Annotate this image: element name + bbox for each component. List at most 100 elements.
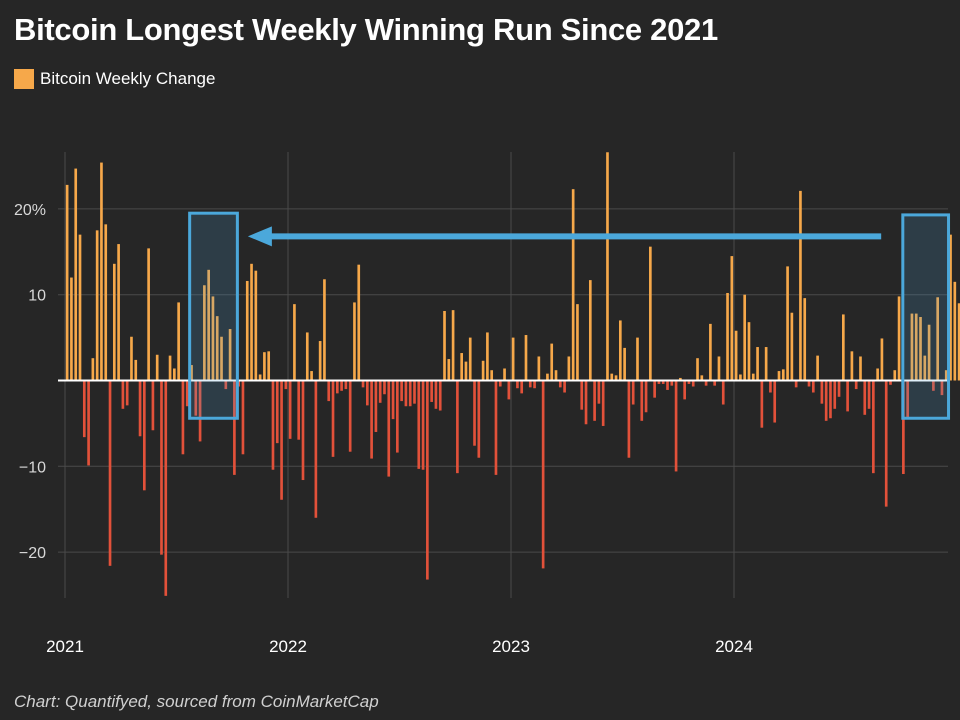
bar: [155, 354, 159, 381]
legend-swatch: [14, 69, 34, 89]
bar: [160, 380, 163, 555]
bar: [627, 380, 631, 458]
bar: [143, 380, 146, 491]
bar: [447, 359, 451, 381]
bar: [70, 277, 73, 381]
bar: [790, 312, 794, 381]
bar: [588, 280, 592, 381]
bar: [781, 369, 785, 381]
bar: [181, 380, 185, 455]
bar: [271, 380, 275, 470]
bar: [228, 329, 232, 381]
bar: [305, 332, 309, 381]
bar: [786, 266, 789, 381]
bar: [426, 380, 429, 580]
bar: [863, 380, 867, 415]
bar: [932, 380, 935, 391]
bar: [108, 380, 112, 566]
bar: [340, 380, 343, 391]
bar: [631, 380, 635, 405]
bar: [344, 380, 348, 390]
bar: [91, 358, 95, 381]
bar: [537, 356, 541, 381]
bar: [396, 380, 399, 453]
bar: [464, 361, 468, 381]
bar: [357, 264, 361, 381]
bar: [417, 380, 421, 469]
bar: [477, 380, 481, 458]
bar: [597, 380, 601, 404]
bar: [649, 246, 652, 381]
bar: [859, 356, 862, 381]
bar: [335, 380, 339, 394]
bar: [884, 380, 888, 507]
bar: [576, 304, 579, 381]
bar: [297, 380, 301, 440]
bar: [438, 380, 442, 411]
bar: [623, 347, 626, 381]
bar: [709, 323, 712, 381]
bar: [233, 380, 236, 475]
bar: [258, 374, 262, 381]
bar: [524, 335, 528, 381]
bar: [220, 336, 223, 381]
bar: [571, 189, 575, 381]
bar: [872, 380, 875, 474]
bar: [443, 311, 446, 381]
bar: [850, 351, 854, 381]
bar: [614, 375, 618, 381]
bar: [739, 374, 742, 381]
bar: [726, 292, 729, 381]
legend: Bitcoin Weekly Change: [14, 69, 215, 89]
bar: [661, 380, 665, 384]
bar: [434, 380, 438, 409]
bar: [674, 380, 678, 472]
bar: [923, 355, 927, 381]
bar: [927, 324, 931, 381]
bar: [730, 256, 734, 381]
bar: [293, 304, 296, 381]
bar: [829, 380, 832, 419]
bar: [82, 380, 86, 438]
bar: [580, 380, 584, 410]
bar: [764, 347, 768, 381]
bar: [773, 380, 777, 423]
bar: [940, 380, 944, 396]
annotations: [188, 211, 951, 420]
bar: [490, 370, 494, 381]
bar: [404, 380, 408, 407]
bar: [528, 380, 532, 388]
bar: [370, 380, 373, 459]
bar: [636, 337, 639, 381]
y-tick-label: 20%: [14, 202, 46, 219]
bar: [430, 380, 433, 402]
bar: [777, 371, 781, 381]
bar: [456, 380, 459, 474]
bar: [644, 380, 648, 413]
bar: [854, 380, 858, 390]
bar: [816, 355, 819, 381]
bar: [331, 380, 335, 457]
bar: [906, 380, 909, 418]
bar: [323, 279, 326, 381]
bar: [657, 380, 661, 384]
highlight-box: [188, 211, 239, 420]
bar: [541, 380, 545, 569]
bar: [74, 168, 78, 381]
bar: [267, 351, 271, 381]
x-tick-label: 2021: [46, 637, 84, 656]
bar: [104, 224, 108, 381]
bar: [949, 234, 952, 381]
bar: [794, 380, 798, 388]
bar: [769, 380, 772, 393]
bar: [280, 380, 283, 500]
bar: [751, 373, 755, 381]
x-tick-label: 2022: [269, 637, 307, 656]
bar: [451, 310, 455, 381]
bar: [756, 347, 759, 381]
bar: [717, 356, 721, 381]
bar: [254, 270, 258, 381]
bar: [314, 380, 318, 518]
bar: [190, 365, 193, 381]
